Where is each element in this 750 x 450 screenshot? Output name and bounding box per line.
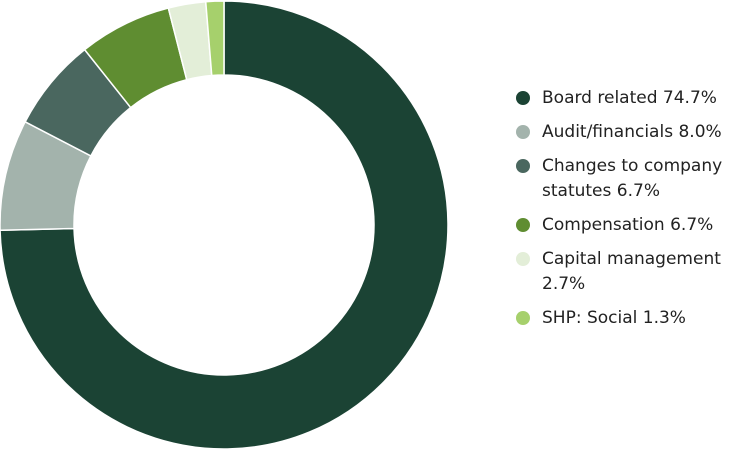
donut-slice bbox=[0, 0, 449, 450]
legend-label: Changes to company statutes bbox=[542, 156, 723, 201]
legend-label: Board related bbox=[542, 88, 658, 108]
legend-value: 8.0% bbox=[678, 122, 722, 142]
legend-value: 2.7% bbox=[542, 274, 586, 294]
legend-marker bbox=[516, 218, 530, 232]
legend-value: 74.7% bbox=[662, 88, 717, 108]
donut-slice bbox=[204, 0, 225, 77]
legend-value: 1.3% bbox=[642, 308, 686, 328]
legend-item: Board related 74.7% bbox=[516, 86, 748, 111]
legend-marker bbox=[516, 311, 530, 325]
legend-item: SHP: Social 1.3% bbox=[516, 306, 748, 331]
legend-text: Board related 74.7% bbox=[542, 86, 717, 111]
legend-item: Compensation 6.7% bbox=[516, 213, 748, 238]
legend-marker bbox=[516, 252, 530, 266]
legend-text: Changes to company statutes 6.7% bbox=[542, 154, 748, 204]
legend-label: Capital management bbox=[542, 249, 721, 269]
legend-marker bbox=[516, 125, 530, 139]
legend: Board related 74.7% Audit/financials 8.0%… bbox=[516, 86, 748, 340]
donut-chart bbox=[0, 0, 449, 450]
legend-marker bbox=[516, 91, 530, 105]
legend-label: Audit/financials bbox=[542, 122, 674, 142]
legend-marker bbox=[516, 159, 530, 173]
legend-text: Compensation 6.7% bbox=[542, 213, 713, 238]
legend-text: SHP: Social 1.3% bbox=[542, 306, 686, 331]
legend-item: Capital management 2.7% bbox=[516, 247, 748, 297]
legend-label: Compensation bbox=[542, 215, 665, 235]
legend-item: Audit/financials 8.0% bbox=[516, 120, 748, 145]
legend-label: SHP: Social bbox=[542, 308, 638, 328]
legend-value: 6.7% bbox=[670, 215, 714, 235]
legend-item: Changes to company statutes 6.7% bbox=[516, 154, 748, 204]
legend-text: Audit/financials 8.0% bbox=[542, 120, 722, 145]
legend-value: 6.7% bbox=[616, 181, 660, 201]
legend-text: Capital management 2.7% bbox=[542, 247, 748, 297]
